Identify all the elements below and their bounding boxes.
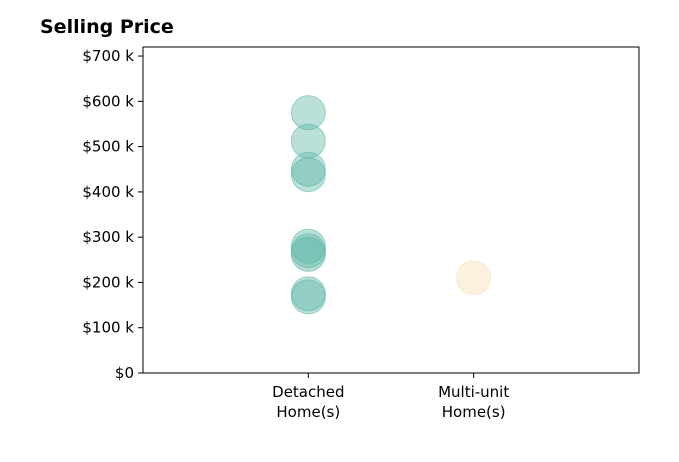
- data-point-0-8: [290, 279, 326, 315]
- data-point-0-6: [290, 236, 326, 272]
- plot-area: [142, 46, 640, 374]
- x-tick-label: Detached Home(s): [272, 383, 344, 421]
- data-point-0-4: [290, 228, 326, 264]
- data-point-1-0: [456, 260, 492, 296]
- y-tick-label: $400 k: [82, 183, 134, 201]
- x-axis: Detached Home(s) Multi-unit Home(s): [272, 373, 509, 421]
- y-tick-label: $600 k: [82, 92, 134, 110]
- data-point-0-3: [290, 157, 326, 193]
- y-tick-label: $0: [115, 364, 134, 382]
- x-tick-label: Multi-unit Home(s): [438, 383, 509, 421]
- y-tick-label: $200 k: [82, 273, 134, 291]
- data-points: [290, 95, 492, 315]
- y-axis: $0 $100 k $200 k $300 k $400 k $500 k $600 k $7…: [82, 47, 143, 382]
- chart-title: Selling Price: [40, 16, 174, 38]
- y-tick-label: $300 k: [82, 228, 134, 246]
- data-point-0-0: [290, 95, 326, 131]
- y-tick-label: $700 k: [82, 47, 134, 65]
- y-tick-label: $100 k: [82, 319, 134, 337]
- data-point-0-2: [290, 151, 326, 187]
- y-tick-label: $500 k: [82, 138, 134, 156]
